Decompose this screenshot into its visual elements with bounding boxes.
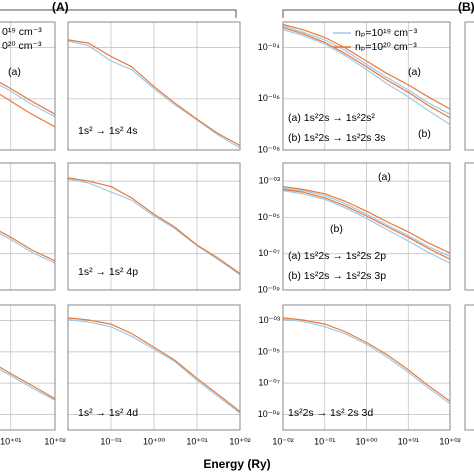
y-tick-label: 10⁻⁰⁵ <box>258 212 280 222</box>
annotation: (b) 1s²2s → 1s²2s 3p <box>288 270 386 282</box>
panel-background <box>0 305 55 430</box>
series-line <box>0 84 56 118</box>
annotation: (b) <box>330 223 343 235</box>
series-line <box>282 318 451 404</box>
legend-label: nₚ=10²⁰ cm⁻³ <box>355 41 417 53</box>
x-axis-title: Energy (Ry) <box>203 457 270 471</box>
panel-frame <box>282 162 451 291</box>
panel-frame <box>67 162 241 291</box>
annotation: 1s² → 1s² 4p <box>78 266 138 278</box>
series-line <box>0 230 56 262</box>
series-line <box>67 40 241 149</box>
series-line <box>0 81 56 115</box>
group-label: (A) <box>52 0 69 14</box>
y-tick-label: 10⁻⁰⁷ <box>258 378 280 388</box>
series-line <box>0 93 56 128</box>
series-line <box>282 25 451 115</box>
series-line <box>282 23 451 110</box>
series-line <box>282 27 451 119</box>
x-tick-label: 10⁺⁰¹ <box>0 436 21 446</box>
series-line <box>282 187 451 258</box>
y-tick-label: 10⁻⁰⁹ <box>258 409 280 419</box>
series-line <box>0 233 56 264</box>
series-line <box>67 317 241 413</box>
group-bracket <box>282 9 474 18</box>
y-tick-label: 10⁻⁰³ <box>259 315 280 325</box>
x-tick-label: 10⁺⁰¹ <box>186 436 207 446</box>
series-line <box>282 317 451 402</box>
panel-frame <box>0 21 56 151</box>
panel-background <box>0 22 55 150</box>
panel-frame <box>282 304 451 431</box>
x-tick-label: 10⁺⁰¹ <box>398 436 419 446</box>
annotation: 1s² → 1s² 4d <box>78 407 138 419</box>
y-tick-label: 10⁻⁰⁸ <box>258 144 280 154</box>
series-line <box>0 369 56 401</box>
annotation: (a) 1s²2s → 1s²2s² <box>288 112 375 124</box>
series-line <box>67 39 241 147</box>
x-tick-label: 10⁺⁰⁰ <box>143 436 165 446</box>
group-label: (B) <box>458 0 474 14</box>
legend-label: 0¹⁹ cm⁻³ <box>2 26 42 38</box>
x-tick-label: 10⁺⁰² <box>44 436 65 446</box>
panel-frame <box>67 21 241 151</box>
y-tick-label: 10⁻⁰⁴ <box>258 42 280 52</box>
series-line <box>67 178 241 276</box>
series-line <box>0 366 56 400</box>
x-tick-label: 10⁻⁰¹ <box>314 436 335 446</box>
panel-frame <box>0 304 56 431</box>
x-tick-label: 10⁺⁰² <box>439 436 460 446</box>
series-line <box>282 190 451 264</box>
panel-frame <box>67 304 241 431</box>
y-tick-label: 10⁻⁰⁹ <box>258 284 280 294</box>
series-line <box>67 318 241 414</box>
group-bracket <box>0 9 237 18</box>
annotation: (a) <box>378 171 391 183</box>
x-tick-label: 10⁻⁰² <box>272 436 293 446</box>
series-line <box>282 186 451 254</box>
panel-frame <box>0 162 56 291</box>
series-line <box>67 177 241 275</box>
annotation: (a) 1s²2s → 1s²2s 2p <box>288 250 386 262</box>
legend-label: nₚ=10¹⁹ cm⁻³ <box>355 27 418 39</box>
annotation: (a) <box>8 66 21 78</box>
cropped-panel <box>464 304 474 431</box>
panel-background <box>0 163 55 290</box>
y-tick-label: 10⁻⁰⁷ <box>258 248 280 258</box>
y-tick-label: 10⁻⁰⁶ <box>258 93 280 103</box>
annotation: (b) 1s²2s → 1s²2s 3s <box>288 132 385 144</box>
y-tick-label: 10⁻⁰⁵ <box>258 346 280 356</box>
cropped-panel <box>464 162 474 291</box>
legend-label: 0²⁰ cm⁻³ <box>2 40 42 52</box>
panel-frame <box>282 21 451 151</box>
series-line <box>282 188 451 260</box>
cropped-panel <box>464 21 474 151</box>
annotation: (a) <box>408 66 421 78</box>
x-tick-label: 10⁺⁰⁰ <box>356 436 378 446</box>
y-tick-label: 10⁻⁰³ <box>259 176 280 186</box>
annotation: 1s² → 1s² 4s <box>78 125 138 137</box>
x-tick-label: 10⁻⁰¹ <box>100 436 121 446</box>
x-tick-label: 10⁺⁰² <box>229 436 250 446</box>
annotation: 1s²2s → 1s² 2s 3d <box>288 407 373 419</box>
series-line <box>282 29 451 125</box>
annotation: (b) <box>418 128 431 140</box>
